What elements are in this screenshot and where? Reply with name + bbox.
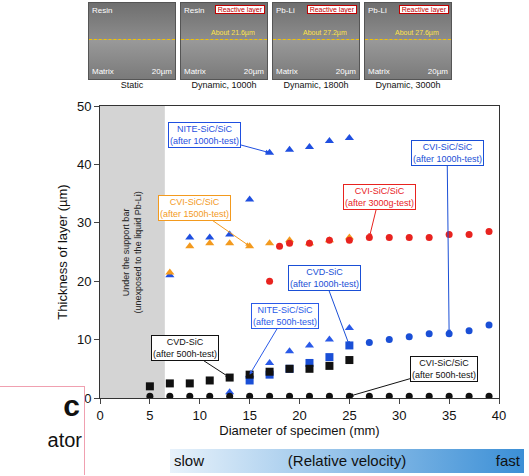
- svg-text:CVI-SiC/SiC(after 1500h-test): CVI-SiC/SiC(after 1500h-test): [160, 197, 229, 219]
- svg-text:20: 20: [292, 408, 306, 423]
- svg-text:NITE-SiC/SiC(after 500h-test): NITE-SiC/SiC(after 500h-test): [253, 305, 317, 327]
- svg-text:20: 20: [77, 274, 91, 289]
- svg-text:0: 0: [96, 408, 103, 423]
- svg-text:30: 30: [392, 408, 406, 423]
- svg-text:CVI-SiC/SiC(after 1000h-test): CVI-SiC/SiC(after 1000h-test): [413, 142, 482, 164]
- html-text:c: c: [63, 389, 80, 422]
- html-text:Dynamic, 1000h: Dynamic, 1000h: [191, 80, 257, 90]
- html-text:Static: Static: [120, 80, 144, 90]
- html-text:(Relative velocity): (Relative velocity): [287, 452, 407, 469]
- html-text:Dynamic, 1800h: Dynamic, 1800h: [283, 80, 349, 90]
- svg-text:40: 40: [77, 157, 91, 172]
- html-text:About 27.2µm: About 27.2µm: [303, 29, 347, 36]
- html-text:20µm: 20µm: [243, 67, 264, 76]
- html-text:Resin: Resin: [184, 6, 205, 15]
- html-text:Reactive layer: Reactive layer: [309, 6, 354, 13]
- svg-text:40: 40: [492, 408, 506, 423]
- svg-text:Thickness of layer (µm): Thickness of layer (µm): [55, 184, 70, 319]
- html-text:Matrix: Matrix: [368, 67, 390, 76]
- html-text:20µm: 20µm: [151, 67, 172, 76]
- svg-text:25: 25: [342, 408, 356, 423]
- svg-text:10: 10: [77, 332, 91, 347]
- html-text:Pb-Li: Pb-Li: [368, 6, 387, 15]
- html-text:slow: slow: [174, 452, 204, 469]
- svg-text:CVI-SiC/SiC(after 500h-test): CVI-SiC/SiC(after 500h-test): [412, 358, 476, 380]
- svg-text:CVD-SiC(after 1000h-test): CVD-SiC(after 1000h-test): [290, 267, 359, 289]
- html-text:fast: fast: [495, 452, 520, 469]
- svg-text:10: 10: [193, 408, 207, 423]
- html-text:Matrix: Matrix: [184, 67, 206, 76]
- html-text:ator: ator: [47, 429, 82, 451]
- svg-text:Diameter of specimen (mm): Diameter of specimen (mm): [219, 423, 379, 438]
- html-text:About 27.6µm: About 27.6µm: [395, 29, 439, 36]
- html-text:20µm: 20µm: [335, 67, 356, 76]
- svg-text:35: 35: [442, 408, 456, 423]
- svg-text:CVI-SiC/SiC(after 3000g-test): CVI-SiC/SiC(after 3000g-test): [345, 186, 414, 208]
- svg-text:50: 50: [77, 99, 91, 114]
- html-text:Reactive layer: Reactive layer: [401, 6, 446, 13]
- html-text:20µm: 20µm: [427, 67, 448, 76]
- svg-text:NITE-SiC/SiC(after 1000h-test): NITE-SiC/SiC(after 1000h-test): [170, 124, 239, 146]
- html-text:About 21.6µm: About 21.6µm: [211, 29, 255, 36]
- svg-text:30: 30: [77, 215, 91, 230]
- svg-text:CVD-SiC(after 500h-test): CVD-SiC(after 500h-test): [153, 337, 217, 359]
- html-text:Resin: Resin: [92, 6, 113, 15]
- html-text:Reactive layer: Reactive layer: [217, 6, 262, 13]
- html-text:Matrix: Matrix: [276, 67, 298, 76]
- svg-text:15: 15: [242, 408, 256, 423]
- html-text:Pb-Li: Pb-Li: [276, 6, 295, 15]
- svg-text:Under the support bar(unexpose: Under the support bar(unexposed to the l…: [121, 191, 143, 313]
- svg-text:0: 0: [84, 391, 91, 406]
- svg-text:5: 5: [146, 408, 153, 423]
- html-text:Dynamic, 3000h: Dynamic, 3000h: [375, 80, 441, 90]
- html-text:Matrix: Matrix: [92, 67, 114, 76]
